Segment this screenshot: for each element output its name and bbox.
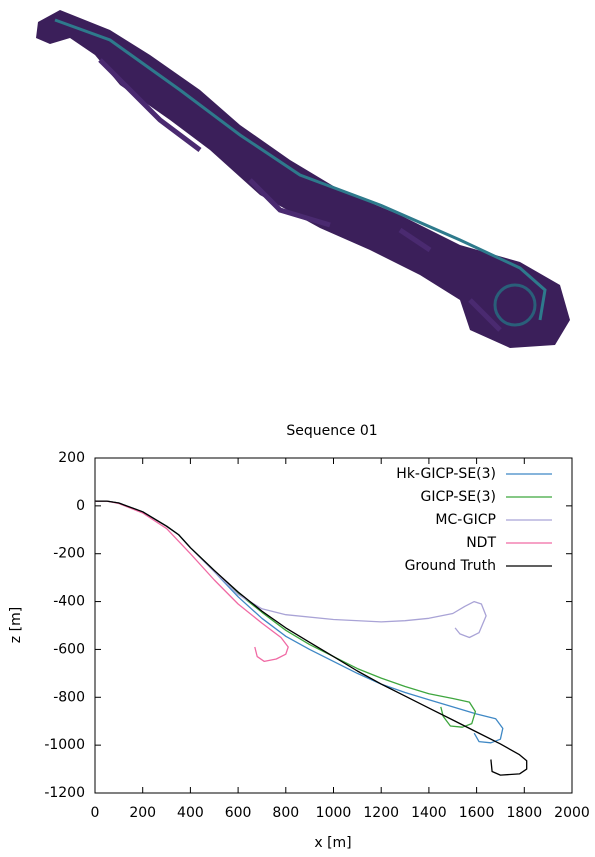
y-tick-label: 0 <box>76 498 85 514</box>
cloud-edge <box>98 58 502 332</box>
plot-frame <box>94 457 573 794</box>
cloud-road <box>54 18 547 321</box>
y-axis-label: z [m] <box>8 607 24 643</box>
legend-label: Hk-GICP-SE(3) <box>396 466 496 482</box>
x-tick-label: 800 <box>272 805 299 821</box>
x-axis-label: x [m] <box>314 835 351 851</box>
point-cloud <box>36 10 570 348</box>
y-tick-label: 200 <box>58 450 85 466</box>
series-line <box>95 500 289 663</box>
y-tick-label: -1200 <box>44 785 85 801</box>
y-tick-label: -600 <box>53 641 85 657</box>
legend-label: Ground Truth <box>405 558 496 574</box>
y-tick-label: -800 <box>53 689 85 705</box>
y-tick-label: -200 <box>53 546 85 562</box>
x-tick-label: 600 <box>225 805 252 821</box>
cloud-loop <box>493 283 537 327</box>
x-tick-label: 200 <box>129 805 156 821</box>
chart-title: Sequence 01 <box>286 423 377 439</box>
x-tick-label: 0 <box>91 805 100 821</box>
y-tick-label: -400 <box>53 594 85 610</box>
cloud-body <box>36 10 570 348</box>
series-line <box>95 500 504 744</box>
y-tick-label: -1000 <box>44 737 85 753</box>
legend-label: GICP-SE(3) <box>420 489 496 505</box>
x-tick-label: 1000 <box>316 805 352 821</box>
x-tick-label: 1800 <box>506 805 542 821</box>
x-tick-label: 1200 <box>363 805 399 821</box>
legend-label: NDT <box>466 535 496 551</box>
x-tick-label: 1400 <box>411 805 447 821</box>
x-tick-label: 1600 <box>459 805 495 821</box>
series-line <box>95 500 528 776</box>
legend-label: MC-GICP <box>435 512 496 528</box>
x-tick-label: 2000 <box>554 805 590 821</box>
x-tick-label: 400 <box>177 805 204 821</box>
